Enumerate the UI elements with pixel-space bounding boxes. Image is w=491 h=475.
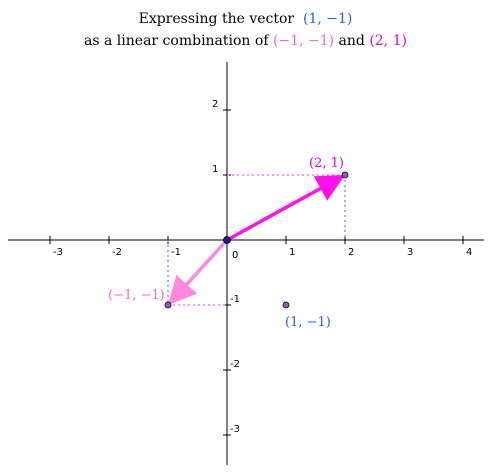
x-tick-label: -2: [112, 247, 122, 258]
point-vector-a: [164, 301, 172, 309]
x-tick-label: -3: [53, 247, 63, 258]
point-target-vector: [282, 301, 290, 309]
title-target-vector: (1, −1): [303, 11, 353, 27]
y-tick-label: -2: [230, 359, 240, 370]
title-vector-b: (2, 1): [369, 33, 407, 49]
x-tick-label: -1: [171, 247, 181, 258]
y-ticks: 2 1 -1 -2 -3: [212, 99, 240, 436]
y-tick-label: 1: [212, 164, 218, 175]
projection-lines: [167, 174, 346, 306]
label-vector-b: (2, 1): [309, 156, 344, 171]
title-and: and: [338, 33, 365, 49]
title-line2-prefix: as a linear combination of: [84, 33, 269, 49]
title-line-2: as a linear combination of (−1, −1) and …: [0, 30, 491, 52]
x-tick-label: 1: [289, 247, 295, 258]
y-tick-label: 2: [212, 99, 218, 110]
origin-point: [223, 236, 231, 244]
points: [164, 171, 349, 309]
arrow-vector-a: [168, 238, 229, 305]
title-vector-a: (−1, −1): [272, 33, 335, 49]
x-tick-label: 4: [466, 247, 472, 258]
point-vector-b: [341, 171, 349, 179]
y-tick-label: -3: [230, 424, 240, 435]
label-vector-a: (−1, −1): [108, 288, 165, 303]
vector-arrows: [168, 175, 345, 305]
x-tick-label: 0: [232, 250, 238, 261]
diagram-title: Expressing the vector (1, −1) as a linea…: [0, 8, 491, 52]
arrow-vector-b: [226, 175, 345, 242]
title-line1-prefix: Expressing the vector: [138, 11, 295, 27]
y-tick-label: -1: [230, 294, 240, 305]
x-ticks: -3 -2 -1 0 1 2 3 4: [49, 236, 472, 261]
x-tick-label: 3: [407, 247, 413, 258]
title-line-1: Expressing the vector (1, −1): [0, 8, 491, 30]
label-target-vector: (1, −1): [285, 315, 331, 330]
x-tick-label: 2: [348, 247, 354, 258]
